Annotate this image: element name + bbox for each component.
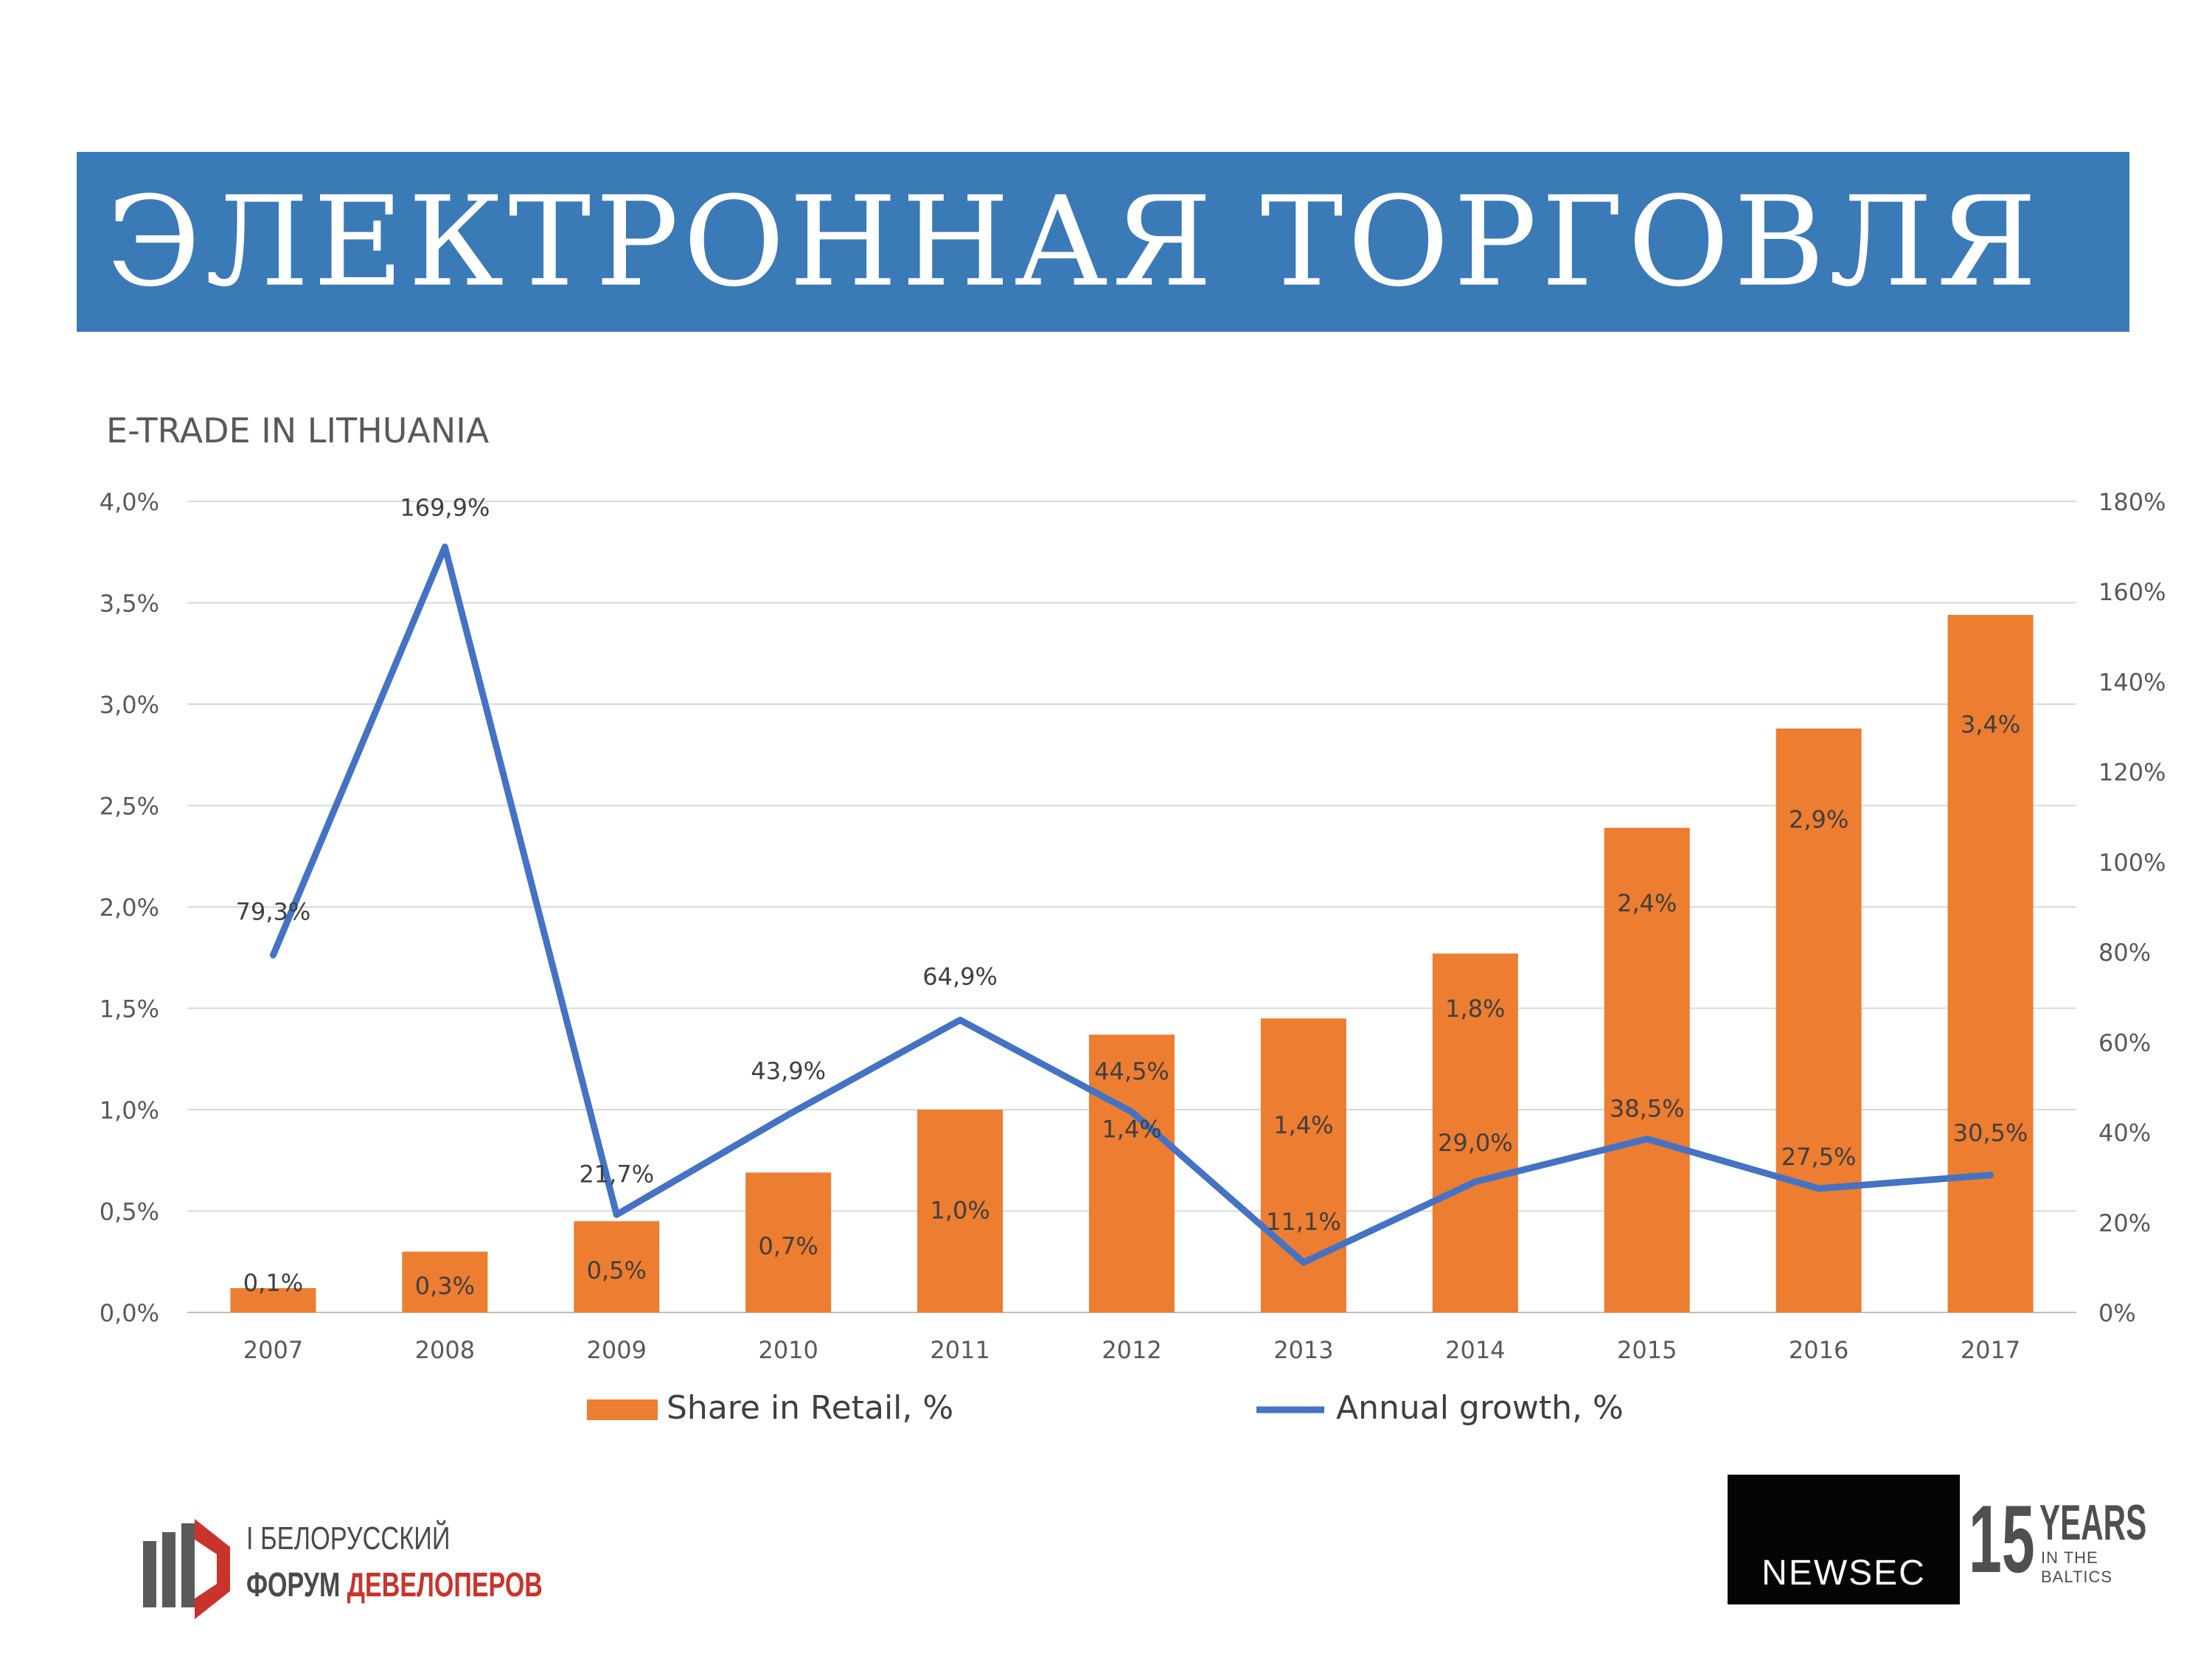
newsec-logo-text: NEWSEC [1761,1554,1926,1593]
bar-data-label: 2,4% [1617,889,1677,917]
bar [402,1251,488,1312]
bar [1604,827,1690,1312]
bar-data-label: 1,4% [1273,1111,1333,1139]
bar-data-label: 1,8% [1445,995,1505,1023]
forum-logo-mark-icon [143,1519,230,1619]
growth-line [269,543,1994,1266]
newsec-logo: NEWSEC [1728,1475,1960,1604]
title-banner: ЭЛЕКТРОННАЯ ТОРГОВЛЯ [77,152,2129,332]
forum-logo-line1: I БЕЛОРУССКИЙ [246,1520,451,1557]
line-data-label: 38,5% [1610,1095,1685,1123]
bar [1775,728,1862,1312]
page-title: ЭЛЕКТРОННАЯ ТОРГОВЛЯ [106,170,2042,314]
right-axis-tick: 0% [2098,1299,2136,1327]
right-axis-tick: 120% [2098,759,2166,787]
years-number: 15 [1969,1485,2035,1593]
legend-label-growth: Annual growth, % [1336,1389,1624,1427]
bar-data-label: 0,5% [587,1256,647,1284]
x-axis-tick: 2011 [930,1336,990,1364]
bar-data-label: 0,1% [243,1269,303,1297]
right-axis-tick: 160% [2098,578,2166,606]
left-axis-tick: 3,0% [100,691,159,719]
x-axis-tick: 2010 [758,1336,818,1364]
x-axis-tick: 2014 [1445,1336,1505,1364]
right-axis-tick: 20% [2098,1209,2151,1237]
left-axis-tick: 0,5% [100,1198,159,1226]
years-sub-line1: IN THE [2041,1548,2098,1567]
bar-data-label: 0,3% [415,1272,475,1300]
x-axis-tick: 2007 [243,1336,303,1364]
x-axis-tick: 2009 [587,1336,647,1364]
right-axis-tick: 140% [2098,668,2166,696]
x-axis-tick: 2008 [415,1336,475,1364]
bar [574,1221,660,1312]
legend-label-share: Share in Retail, % [667,1389,953,1427]
line-data-label: 169,9% [400,494,490,522]
right-axis-tick: 40% [2098,1119,2151,1147]
bar-data-label: 2,9% [1789,806,1848,834]
x-axis-tick: 2013 [1273,1336,1333,1364]
x-axis-tick: 2017 [1961,1336,2020,1364]
bar [1432,953,1518,1312]
line-data-label: 79,3% [236,897,311,925]
line-data-label: 21,7% [579,1160,654,1188]
bar [1260,1018,1346,1312]
years-word: YEARS [2039,1495,2147,1551]
bar [917,1110,1004,1312]
line-data-label: 27,5% [1781,1143,1857,1171]
right-axis-tick: 60% [2098,1029,2151,1057]
left-axis-tick: 2,0% [100,894,159,922]
line-data-label: 43,9% [751,1057,826,1085]
left-axis-tick: 0,0% [100,1299,159,1327]
x-axis-tick: 2016 [1789,1336,1848,1364]
x-axis-tick: 2012 [1102,1336,1161,1364]
left-axis-tick: 4,0% [100,488,159,516]
forum-logo: I БЕЛОРУССКИЙ ФОРУМ ДЕВЕЛОПЕРОВ [140,1512,543,1622]
bar [230,1288,316,1312]
bar [745,1172,832,1312]
forum-logo-line2b: ДЕВЕЛОПЕРОВ [347,1565,543,1604]
line-data-label: 29,0% [1438,1129,1513,1157]
bar [1089,1034,1175,1312]
bar [1947,615,2034,1312]
forum-logo-line2: ФОРУМ ДЕВЕЛОПЕРОВ [246,1565,543,1604]
forum-logo-line2a: ФОРУМ [246,1565,347,1604]
left-axis-tick: 2,5% [100,793,159,821]
right-axis-tick: 100% [2098,849,2166,877]
line-data-label: 30,5% [1953,1119,2028,1147]
line-data-label: 11,1% [1266,1208,1341,1236]
right-axis-tick: 180% [2098,488,2166,516]
bar-data-label: 3,4% [1961,710,2020,738]
chart-title: E-TRADE IN LITHUANIA [106,411,490,451]
fifteen-years-logo: 15 YEARS IN THE BALTICS [1969,1485,2160,1600]
right-axis-tick: 80% [2098,939,2151,967]
bar-data-label: 0,7% [759,1232,818,1260]
left-axis-tick: 1,5% [100,995,159,1023]
bar-data-label: 1,0% [930,1197,990,1225]
line-data-label: 64,9% [922,962,998,990]
bar-data-label: 1,4% [1102,1116,1161,1144]
legend-swatch-share [587,1399,658,1420]
line-data-label: 44,5% [1094,1057,1169,1085]
years-sub-line2: BALTICS [2041,1568,2113,1586]
left-axis-tick: 3,5% [100,590,159,618]
x-axis-tick: 2015 [1617,1336,1677,1364]
left-axis-tick: 1,0% [100,1096,159,1124]
